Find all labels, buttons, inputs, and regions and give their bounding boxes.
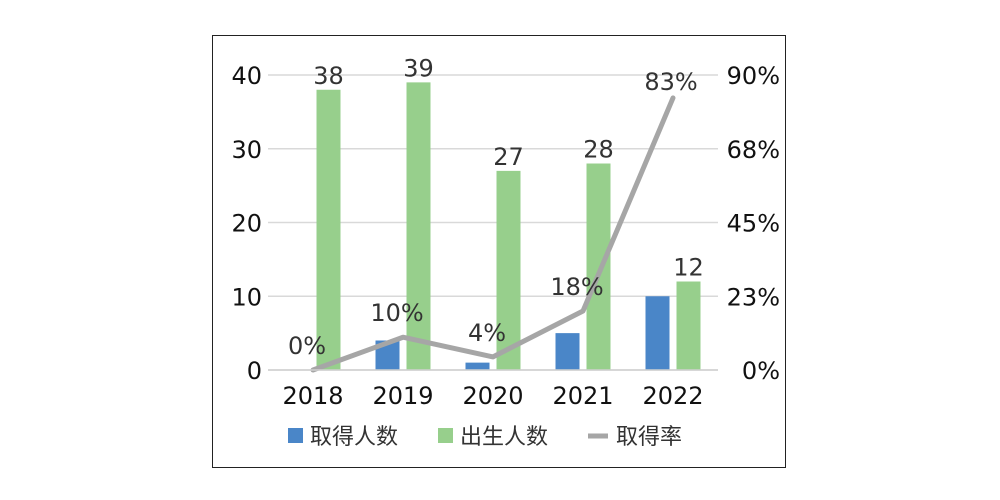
line-data-label: 18%	[550, 273, 603, 301]
bar-data-label: 27	[493, 143, 524, 171]
bar	[676, 281, 701, 370]
bar-data-label: 39	[403, 54, 434, 82]
legend-label: 出生人数	[460, 425, 548, 450]
bars	[316, 82, 701, 370]
y-right-tick-label: 23%	[727, 283, 780, 311]
y-left-tick-label: 20	[231, 210, 262, 238]
bar	[555, 333, 580, 370]
bar	[465, 362, 490, 370]
x-tick-label: 2018	[282, 382, 343, 410]
legend-swatch	[438, 428, 453, 443]
data-labels: 38 39 27 28 12 0% 10% 4% 18% 83%	[288, 54, 704, 360]
bar	[496, 170, 521, 370]
bar	[406, 82, 431, 370]
legend-label: 取得人数	[310, 425, 398, 450]
y-right-tick-label: 0%	[742, 357, 780, 385]
line-data-label: 0%	[288, 332, 326, 360]
x-tick-label: 2020	[462, 382, 523, 410]
y-right-tick-label: 45%	[727, 210, 780, 238]
legend-swatch	[288, 428, 303, 443]
line-data-label: 83%	[644, 68, 697, 96]
y-left-tick-label: 0	[247, 357, 262, 385]
rate-line-path	[310, 95, 676, 373]
x-tick-label: 2021	[552, 382, 613, 410]
x-tick-label: 2022	[642, 382, 703, 410]
bar-data-label: 28	[583, 136, 614, 164]
x-tick-label: 2019	[372, 382, 433, 410]
axes: 0 10 20 30 40 0% 23% 45% 68% 90% 2018 2019 2020 2021 2…	[231, 62, 780, 410]
legend-label: 取得率	[616, 425, 682, 450]
bar-data-label: 12	[673, 254, 704, 282]
legend: 取得人数 出生人数 取得率	[288, 425, 682, 450]
y-right-tick-label: 90%	[727, 62, 780, 90]
y-right-tick-label: 68%	[727, 136, 780, 164]
bar	[645, 296, 670, 370]
y-left-tick-label: 40	[231, 62, 262, 90]
y-left-tick-label: 10	[231, 283, 262, 311]
y-left-tick-label: 30	[231, 136, 262, 164]
line-data-label: 4%	[468, 319, 506, 347]
line-data-label: 10%	[370, 299, 423, 327]
bar-data-label: 38	[313, 62, 344, 90]
bar	[586, 163, 611, 370]
bar	[316, 89, 341, 370]
rate-line	[310, 95, 676, 373]
